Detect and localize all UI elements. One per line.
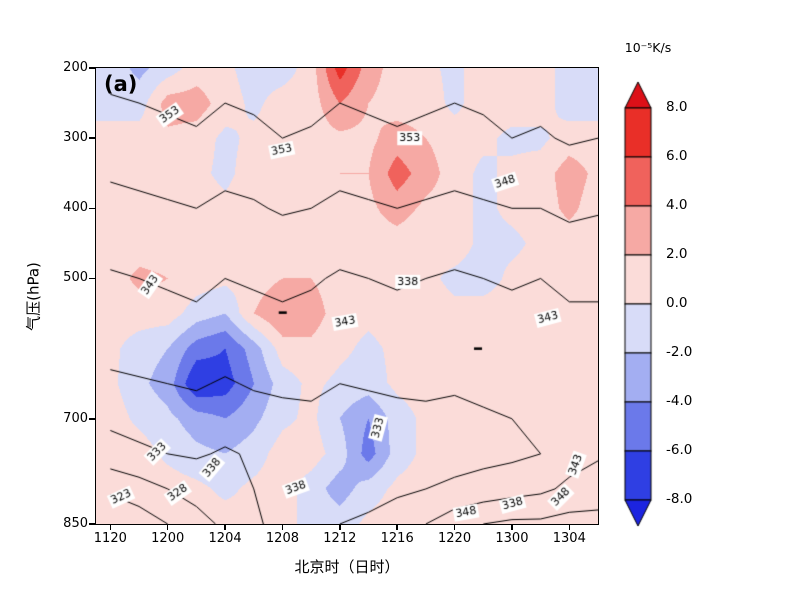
colorbar-tick-label: 4.0	[666, 197, 688, 213]
y-tick-mark	[89, 67, 95, 69]
x-tick-label: 1204	[208, 531, 242, 546]
x-tick-label: 1304	[552, 531, 586, 546]
colorbar-title: 10⁻⁵K/s	[624, 40, 672, 55]
x-tick-mark	[511, 524, 513, 530]
x-tick-mark	[109, 524, 112, 530]
colorbar-tick-label: -8.0	[666, 491, 693, 507]
x-tick-mark	[339, 524, 341, 530]
panel-label: (a)	[104, 72, 138, 96]
y-tick-label: 400	[63, 200, 88, 216]
colorbar-tick-label: 2.0	[666, 246, 688, 262]
x-tick-label: 1120	[93, 531, 127, 546]
colorbar-tick-label: -6.0	[666, 442, 693, 458]
colorbar	[616, 78, 660, 538]
y-tick-mark	[89, 523, 95, 525]
y-tick-mark	[89, 207, 95, 210]
x-tick-label: 1200	[151, 531, 185, 546]
x-tick-label: 1216	[380, 531, 414, 546]
colorbar-tick-label: 8.0	[666, 99, 688, 115]
x-tick-mark	[568, 524, 571, 530]
y-tick-label: 850	[63, 516, 88, 531]
colorbar-tick-label: -4.0	[666, 393, 693, 409]
y-tick-mark	[89, 418, 95, 420]
colorbar-tick-label: 6.0	[666, 148, 688, 164]
plot-frame	[95, 67, 599, 525]
x-tick-mark	[453, 524, 456, 530]
y-tick-label: 300	[63, 130, 88, 146]
x-tick-mark	[224, 524, 226, 530]
x-tick-label: 1208	[265, 531, 299, 546]
x-tick-label: 1212	[323, 531, 357, 546]
y-tick-label: 700	[63, 410, 88, 426]
colorbar-tick-label: 0.0	[666, 295, 688, 311]
y-tick-label: 500	[63, 270, 88, 286]
colorbar-tick-label: -2.0	[666, 344, 693, 360]
contour-plot-canvas	[96, 68, 598, 524]
y-tick-mark	[89, 277, 95, 280]
y-tick-mark	[89, 137, 95, 139]
x-tick-mark	[281, 524, 284, 530]
x-tick-mark	[166, 524, 169, 530]
y-tick-label: 200	[63, 60, 88, 75]
x-axis-title: 北京时（日时）	[294, 558, 400, 576]
x-tick-label: 1300	[495, 531, 529, 546]
x-tick-label: 1220	[438, 531, 472, 546]
y-axis-title: 气压(hPa)	[24, 262, 43, 331]
x-tick-mark	[396, 524, 398, 530]
